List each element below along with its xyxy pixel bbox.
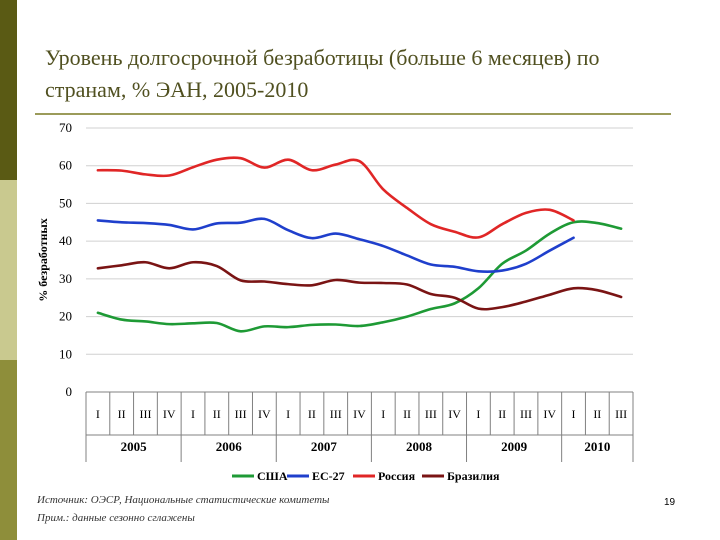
y-tick-label: 10	[59, 346, 72, 361]
year-label: 2008	[406, 439, 433, 454]
x-tick-label: IV	[448, 407, 461, 421]
legend-label: ЕС-27	[312, 469, 345, 483]
y-tick-label: 40	[59, 233, 72, 248]
legend-label: США	[257, 469, 288, 483]
x-tick-label: II	[498, 407, 506, 421]
smoothing-note: Прим.: данные сезонно сглажены	[37, 512, 195, 524]
y-tick-label: 70	[59, 120, 72, 135]
x-tick-label: III	[615, 407, 627, 421]
x-tick-label: I	[381, 407, 385, 421]
y-tick-label: 20	[59, 309, 72, 324]
side-decoration-bottom	[0, 360, 17, 540]
x-tick-label: IV	[163, 407, 176, 421]
x-tick-label: IV	[258, 407, 271, 421]
legend-label: Россия	[378, 469, 416, 483]
legend-label: Бразилия	[447, 469, 500, 483]
x-tick-label: I	[286, 407, 290, 421]
y-tick-label: 0	[66, 384, 73, 399]
side-decoration-middle	[0, 180, 17, 360]
year-label: 2010	[584, 439, 610, 454]
x-tick-label: III	[139, 407, 151, 421]
series-line	[96, 220, 623, 333]
y-tick-label: 60	[59, 158, 72, 173]
x-tick-label: II	[308, 407, 316, 421]
x-tick-label: III	[330, 407, 342, 421]
x-tick-label: II	[213, 407, 221, 421]
page-number: 19	[664, 497, 676, 508]
x-tick-label: III	[520, 407, 532, 421]
title-divider	[35, 113, 671, 115]
x-tick-label: II	[593, 407, 601, 421]
y-tick-label: 50	[59, 195, 72, 210]
x-tick-label: II	[118, 407, 126, 421]
source-note: Источник: ОЭСР, Национальные статистичес…	[37, 494, 330, 506]
slide-title: Уровень долгосрочной безработицы (больше…	[45, 45, 600, 102]
series-line	[96, 217, 575, 273]
year-label: 2007	[311, 439, 338, 454]
x-tick-label: IV	[543, 407, 556, 421]
x-tick-label: III	[235, 407, 247, 421]
x-tick-label: I	[96, 407, 100, 421]
series-line	[96, 156, 575, 239]
x-tick-label: II	[403, 407, 411, 421]
year-label: 2009	[501, 439, 528, 454]
x-tick-label: I	[476, 407, 480, 421]
x-tick-label: I	[191, 407, 195, 421]
y-tick-label: 30	[59, 271, 72, 286]
series-line	[96, 260, 623, 311]
x-tick-label: IV	[353, 407, 366, 421]
x-tick-label: III	[425, 407, 437, 421]
side-decoration-top	[0, 0, 17, 180]
year-label: 2006	[216, 439, 243, 454]
year-label: 2005	[121, 439, 148, 454]
x-tick-label: I	[572, 407, 576, 421]
y-axis-title: % безработных	[36, 218, 50, 302]
